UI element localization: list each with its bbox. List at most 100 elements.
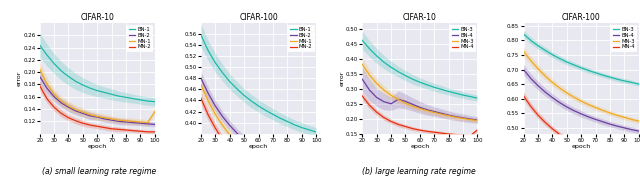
MN-3 bbox=[591, 106, 599, 109]
BN-1 bbox=[79, 84, 87, 86]
BN-1 bbox=[276, 117, 284, 119]
MN-4 bbox=[599, 154, 607, 156]
BN-2 bbox=[122, 121, 130, 123]
MN-4 bbox=[635, 162, 640, 165]
MN-4 bbox=[416, 129, 424, 131]
BN-2 bbox=[219, 115, 227, 118]
MN-3 bbox=[541, 75, 549, 77]
BN-3 bbox=[534, 45, 541, 47]
BN-2 bbox=[108, 119, 116, 121]
Text: (a) small learning rate regime: (a) small learning rate regime bbox=[42, 167, 156, 176]
BN-1 bbox=[108, 93, 116, 96]
MN-4 bbox=[460, 134, 467, 136]
MN-4 bbox=[534, 114, 541, 116]
MN-3 bbox=[380, 89, 388, 91]
BN-2 bbox=[93, 116, 101, 118]
MN-2 bbox=[137, 130, 145, 132]
MN-3 bbox=[467, 118, 474, 121]
MN-2 bbox=[72, 120, 79, 122]
MN-1 bbox=[255, 160, 262, 162]
MN-4 bbox=[584, 149, 592, 151]
MN-2 bbox=[276, 190, 284, 191]
Line: MN-2: MN-2 bbox=[201, 98, 316, 191]
Line: BN-1: BN-1 bbox=[40, 45, 155, 102]
BN-2 bbox=[144, 123, 152, 125]
BN-4 bbox=[372, 96, 380, 99]
BN-2 bbox=[86, 115, 94, 117]
X-axis label: epoch: epoch bbox=[249, 144, 268, 149]
BN-4 bbox=[606, 123, 614, 125]
BN-1 bbox=[298, 126, 306, 129]
MN-4 bbox=[620, 159, 628, 162]
MN-4 bbox=[474, 129, 481, 131]
BN-4 bbox=[527, 77, 534, 79]
BN-3 bbox=[358, 39, 366, 41]
MN-4 bbox=[570, 142, 578, 144]
Legend: BN-3, BN-4, MN-3, MN-4: BN-3, BN-4, MN-3, MN-4 bbox=[449, 24, 476, 52]
BN-4 bbox=[445, 114, 452, 116]
BN-3 bbox=[365, 48, 373, 50]
MN-1 bbox=[65, 105, 72, 107]
BN-1 bbox=[86, 87, 94, 89]
MN-4 bbox=[548, 128, 556, 130]
MN-2 bbox=[233, 157, 241, 160]
MN-1 bbox=[108, 118, 116, 120]
MN-2 bbox=[269, 187, 276, 189]
MN-4 bbox=[431, 131, 438, 133]
BN-4 bbox=[358, 78, 366, 80]
BN-3 bbox=[613, 78, 621, 80]
Title: CIFAR-10: CIFAR-10 bbox=[403, 13, 436, 22]
Y-axis label: error: error bbox=[17, 71, 22, 86]
BN-3 bbox=[635, 83, 640, 85]
BN-4 bbox=[570, 109, 578, 112]
BN-1 bbox=[226, 80, 234, 83]
BN-3 bbox=[467, 96, 474, 98]
MN-3 bbox=[409, 105, 417, 107]
MN-2 bbox=[100, 126, 108, 129]
BN-4 bbox=[556, 101, 563, 104]
BN-4 bbox=[635, 130, 640, 132]
BN-1 bbox=[65, 75, 72, 78]
MN-3 bbox=[416, 107, 424, 110]
MN-3 bbox=[613, 114, 621, 117]
MN-3 bbox=[520, 50, 527, 53]
BN-4 bbox=[548, 96, 556, 99]
MN-3 bbox=[452, 116, 460, 118]
MN-2 bbox=[197, 97, 205, 99]
MN-1 bbox=[50, 93, 58, 96]
BN-3 bbox=[570, 64, 578, 66]
BN-2 bbox=[197, 77, 205, 79]
BN-3 bbox=[372, 55, 380, 57]
BN-1 bbox=[50, 62, 58, 65]
MN-4 bbox=[423, 130, 431, 132]
MN-2 bbox=[115, 128, 123, 130]
BN-4 bbox=[460, 117, 467, 119]
BN-1 bbox=[204, 49, 212, 52]
Line: MN-1: MN-1 bbox=[40, 69, 155, 123]
BN-1 bbox=[291, 124, 298, 126]
BN-2 bbox=[291, 166, 298, 169]
BN-2 bbox=[276, 161, 284, 163]
BN-1 bbox=[312, 131, 320, 133]
BN-1 bbox=[248, 100, 255, 102]
MN-3 bbox=[584, 103, 592, 106]
MN-4 bbox=[541, 121, 549, 123]
BN-2 bbox=[248, 144, 255, 146]
Title: CIFAR-10: CIFAR-10 bbox=[81, 13, 114, 22]
Line: BN-3: BN-3 bbox=[524, 34, 639, 84]
BN-4 bbox=[402, 100, 410, 103]
MN-3 bbox=[431, 111, 438, 114]
MN-1 bbox=[36, 68, 44, 70]
BN-3 bbox=[380, 61, 388, 63]
MN-2 bbox=[108, 128, 116, 130]
BN-1 bbox=[93, 89, 101, 92]
BN-4 bbox=[387, 103, 395, 105]
BN-4 bbox=[520, 68, 527, 71]
MN-3 bbox=[563, 92, 571, 94]
BN-1 bbox=[197, 34, 205, 36]
BN-2 bbox=[312, 172, 320, 175]
MN-4 bbox=[402, 125, 410, 128]
BN-4 bbox=[613, 125, 621, 127]
BN-2 bbox=[65, 106, 72, 108]
BN-2 bbox=[72, 110, 79, 112]
